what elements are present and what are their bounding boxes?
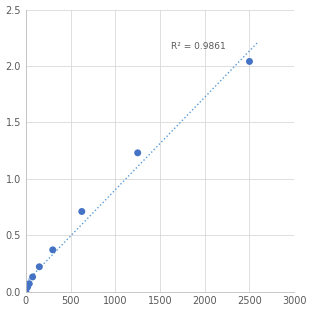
Point <box>25 285 30 290</box>
Point <box>30 275 35 280</box>
Point <box>79 209 84 214</box>
Text: R² = 0.9861: R² = 0.9861 <box>171 42 226 51</box>
Point <box>27 281 32 286</box>
Point <box>50 247 55 252</box>
Point <box>37 264 42 269</box>
Point <box>247 59 252 64</box>
Point <box>23 289 28 294</box>
Point <box>135 150 140 155</box>
